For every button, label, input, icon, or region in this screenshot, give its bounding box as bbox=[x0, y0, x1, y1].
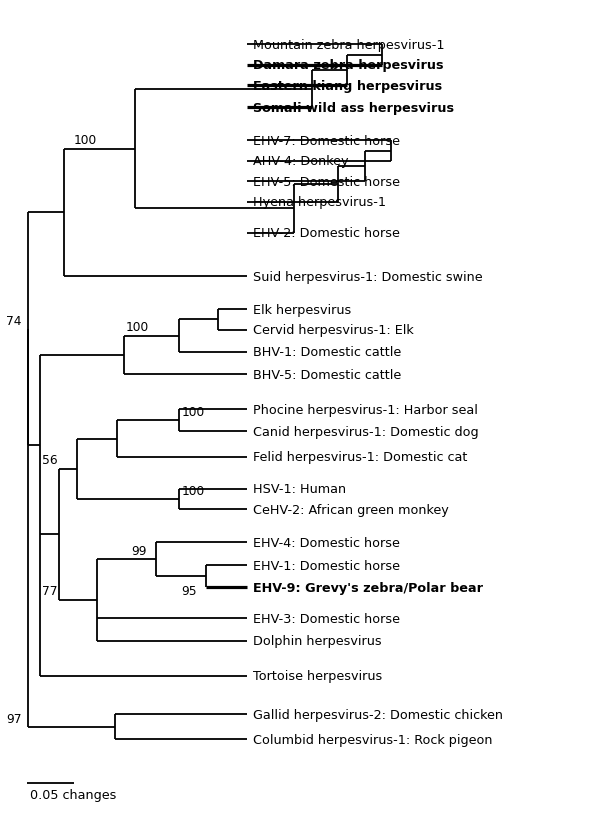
Text: 100: 100 bbox=[125, 321, 149, 334]
Text: EHV-5: Domestic horse: EHV-5: Domestic horse bbox=[253, 176, 400, 189]
Text: EHV-7: Domestic horse: EHV-7: Domestic horse bbox=[253, 135, 400, 148]
Text: AHV-4: Donkey: AHV-4: Donkey bbox=[253, 155, 349, 168]
Text: Hyena herpesvirus-1: Hyena herpesvirus-1 bbox=[253, 196, 386, 209]
Text: 100: 100 bbox=[181, 484, 205, 497]
Text: 97: 97 bbox=[6, 712, 22, 725]
Text: 99: 99 bbox=[131, 544, 147, 557]
Text: Phocine herpesvirus-1: Harbor seal: Phocine herpesvirus-1: Harbor seal bbox=[253, 403, 478, 416]
Text: Elk herpesvirus: Elk herpesvirus bbox=[253, 303, 351, 316]
Text: 0.05 changes: 0.05 changes bbox=[29, 788, 116, 802]
Text: Suid herpesvirus-1: Domestic swine: Suid herpesvirus-1: Domestic swine bbox=[253, 271, 482, 283]
Text: Columbid herpesvirus-1: Rock pigeon: Columbid herpesvirus-1: Rock pigeon bbox=[253, 732, 493, 746]
Text: Tortoise herpesvirus: Tortoise herpesvirus bbox=[253, 670, 382, 682]
Text: Gallid herpesvirus-2: Domestic chicken: Gallid herpesvirus-2: Domestic chicken bbox=[253, 708, 503, 721]
Text: EHV-3: Domestic horse: EHV-3: Domestic horse bbox=[253, 612, 400, 625]
Text: 77: 77 bbox=[43, 584, 58, 598]
Text: 95: 95 bbox=[181, 584, 197, 598]
Text: BHV-5: Domestic cattle: BHV-5: Domestic cattle bbox=[253, 368, 401, 381]
Text: 74: 74 bbox=[6, 314, 22, 328]
Text: EHV-4: Domestic horse: EHV-4: Domestic horse bbox=[253, 536, 400, 549]
Text: BHV-1: Domestic cattle: BHV-1: Domestic cattle bbox=[253, 346, 401, 359]
Text: Dolphin herpesvirus: Dolphin herpesvirus bbox=[253, 635, 382, 647]
Text: Eastern kiang herpesvirus: Eastern kiang herpesvirus bbox=[253, 79, 442, 93]
Text: EHV-1: Domestic horse: EHV-1: Domestic horse bbox=[253, 559, 400, 572]
Text: HSV-1: Human: HSV-1: Human bbox=[253, 482, 346, 496]
Text: Mountain zebra herpesvirus-1: Mountain zebra herpesvirus-1 bbox=[253, 38, 445, 52]
Text: Damara zebra herpesvirus: Damara zebra herpesvirus bbox=[253, 59, 443, 72]
Text: 56: 56 bbox=[43, 454, 58, 466]
Text: EHV-9: Grevy's zebra/Polar bear: EHV-9: Grevy's zebra/Polar bear bbox=[253, 581, 483, 594]
Text: Somali wild ass herpesvirus: Somali wild ass herpesvirus bbox=[253, 102, 454, 115]
Text: Cervid herpesvirus-1: Elk: Cervid herpesvirus-1: Elk bbox=[253, 324, 414, 337]
Text: Canid herpesvirus-1: Domestic dog: Canid herpesvirus-1: Domestic dog bbox=[253, 426, 479, 438]
Text: EHV-2: Domestic horse: EHV-2: Domestic horse bbox=[253, 227, 400, 240]
Text: Felid herpesvirus-1: Domestic cat: Felid herpesvirus-1: Domestic cat bbox=[253, 451, 467, 464]
Text: 100: 100 bbox=[74, 134, 97, 147]
Text: CeHV-2: African green monkey: CeHV-2: African green monkey bbox=[253, 503, 449, 517]
Text: 100: 100 bbox=[181, 405, 205, 418]
